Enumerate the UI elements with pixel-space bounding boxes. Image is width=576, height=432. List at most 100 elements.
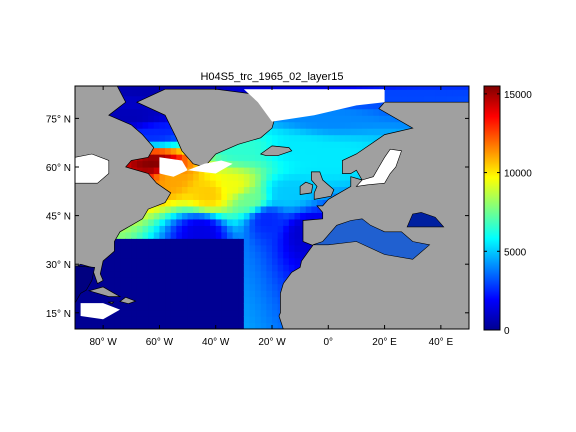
land-hispaniola <box>119 296 137 305</box>
field-cell <box>226 290 234 298</box>
field-cell <box>187 160 194 168</box>
field-cell <box>238 212 245 220</box>
field-cell <box>114 277 121 285</box>
field-cell <box>181 179 189 188</box>
field-cell <box>243 290 251 298</box>
field-cell <box>204 173 211 181</box>
field-cell <box>187 316 194 324</box>
field-cell <box>193 186 200 194</box>
field-cell <box>266 270 273 278</box>
field-cell <box>181 264 189 272</box>
field-cell <box>243 270 251 278</box>
field-cell <box>136 167 144 175</box>
field-cell <box>311 167 318 175</box>
field-cell <box>198 309 206 317</box>
field-cell <box>260 199 267 207</box>
field-cell <box>148 134 155 142</box>
field-cell <box>215 316 222 324</box>
field-cell <box>148 270 155 278</box>
field-cell <box>159 244 166 252</box>
field-cell <box>114 108 121 116</box>
field-cell <box>277 173 284 181</box>
field-cell <box>288 238 296 246</box>
field-cell <box>193 238 200 246</box>
field-cell <box>165 264 172 272</box>
field-cell <box>356 86 363 90</box>
field-cell <box>272 303 279 311</box>
field-cell <box>322 141 329 149</box>
field-cell <box>283 128 290 136</box>
field-cell <box>210 290 217 298</box>
field-cell <box>142 238 149 246</box>
field-cell <box>215 303 222 311</box>
field-cell <box>198 173 206 181</box>
field-cell <box>390 128 397 136</box>
field-cell <box>187 86 194 90</box>
field-cell <box>238 277 245 285</box>
field-cell <box>108 257 115 265</box>
field-cell <box>333 167 341 175</box>
field-cell <box>187 244 194 252</box>
field-cell <box>193 270 200 278</box>
field-cell <box>170 283 177 291</box>
field-cell <box>350 115 358 123</box>
field-cell <box>350 173 358 181</box>
field-cell <box>266 173 273 181</box>
field-cell <box>300 244 307 252</box>
field-cell <box>305 244 312 252</box>
field-cell <box>97 316 104 324</box>
field-cell <box>339 141 346 149</box>
field-cell <box>176 238 183 246</box>
field-cell <box>429 89 436 97</box>
field-cell <box>176 277 183 285</box>
field-cell <box>322 173 329 181</box>
field-cell <box>266 212 273 220</box>
field-cell <box>283 141 290 149</box>
field-cell <box>238 192 245 200</box>
field-cell <box>283 225 290 233</box>
colorbar-tick-label: 5000 <box>504 247 527 258</box>
field-cell <box>300 179 307 188</box>
field-cell <box>300 173 307 181</box>
field-cell <box>367 86 374 90</box>
field-cell <box>187 192 194 200</box>
field-cell <box>136 102 144 110</box>
field-cell <box>322 160 329 168</box>
field-cell <box>153 244 161 252</box>
field-cell <box>249 167 256 175</box>
field-cell <box>159 179 166 188</box>
sea-black-sea <box>406 212 445 228</box>
field-cell <box>187 303 194 311</box>
field-cell <box>272 296 279 304</box>
field-cell <box>210 257 217 265</box>
field-cell <box>367 134 374 142</box>
field-cell <box>148 303 155 311</box>
field-cell <box>210 173 217 181</box>
field-cell <box>193 173 200 181</box>
field-cell <box>373 108 380 116</box>
field-cell <box>283 86 290 90</box>
field-cell <box>193 309 200 317</box>
field-cell <box>260 322 267 329</box>
field-cell <box>294 173 301 181</box>
field-cell <box>221 154 228 162</box>
field-cell <box>311 147 318 155</box>
field-cell <box>232 251 239 259</box>
field-cell <box>260 270 267 278</box>
field-cell <box>260 290 267 298</box>
field-cell <box>120 89 127 97</box>
field-cell <box>238 290 245 298</box>
field-cell <box>238 309 245 317</box>
field-cell <box>328 192 335 200</box>
field-cell <box>294 192 301 200</box>
field-cell <box>294 257 301 265</box>
field-cell <box>193 205 200 213</box>
field-cell <box>136 277 144 285</box>
field-cell <box>221 270 228 278</box>
field-cell <box>255 212 262 220</box>
field-cell <box>266 134 273 142</box>
colorbar-axis: 0 5000 10000 15000 <box>484 90 532 337</box>
field-cell <box>300 192 307 200</box>
field-cell <box>148 309 155 317</box>
x-tick-label: 80° W <box>89 337 117 348</box>
